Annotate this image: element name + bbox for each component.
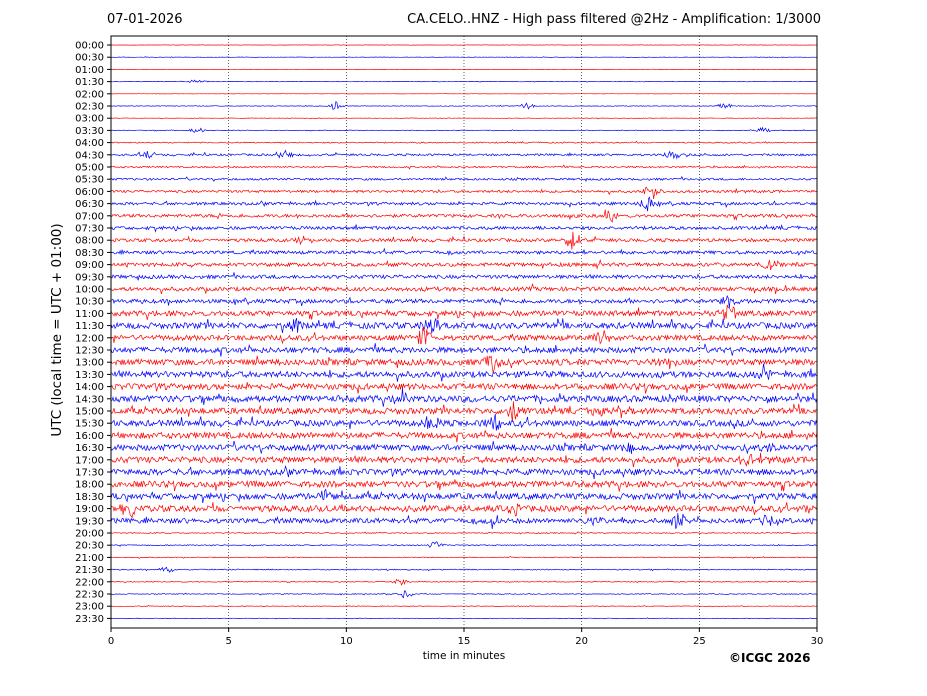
- trace-1200: [110, 326, 818, 345]
- trace-1800: [110, 479, 818, 492]
- y-tick-label: 11:00: [75, 309, 104, 320]
- y-tick-label: 09:00: [75, 260, 104, 271]
- plot-frame: [110, 35, 818, 629]
- y-tick-label: 07:30: [75, 224, 104, 235]
- y-tick-label: 14:00: [75, 382, 104, 393]
- trace-0530: [110, 175, 818, 182]
- y-tick-label: 15:00: [75, 407, 104, 418]
- x-axis-label: time in minutes: [422, 650, 506, 662]
- x-tick-label: 30: [811, 636, 824, 647]
- y-tick-label: 15:30: [75, 419, 104, 430]
- trace-1030: [111, 295, 818, 308]
- y-tick-label: 08:30: [75, 248, 104, 259]
- trace-2000: [110, 531, 818, 535]
- trace-0600: [110, 186, 818, 200]
- y-tick-label: 07:00: [75, 211, 104, 222]
- traces-layer: [110, 44, 818, 620]
- x-tick-label: 15: [458, 636, 471, 647]
- x-tick-label: 20: [575, 636, 588, 647]
- trace-0630: [110, 196, 818, 212]
- y-tick-label: 22:30: [75, 590, 104, 601]
- y-tick-label: 10:00: [75, 285, 104, 296]
- y-tick-label: 01:00: [75, 65, 104, 76]
- y-tick-label: 04:00: [75, 138, 104, 149]
- y-tick-label: 13:00: [75, 358, 104, 369]
- trace-1930: [110, 513, 818, 530]
- x-tick-label: 25: [693, 636, 706, 647]
- trace-0500: [110, 164, 817, 170]
- y-tick-label: 21:00: [75, 553, 104, 564]
- trace-1630: [110, 440, 818, 455]
- y-tick-label: 14:30: [75, 394, 104, 405]
- y-tick-label: 17:00: [75, 455, 104, 466]
- trace-0700: [110, 209, 818, 223]
- y-tick-label: 06:00: [75, 187, 104, 198]
- y-tick-label: 08:00: [75, 236, 104, 247]
- y-tick-label: 19:00: [75, 504, 104, 515]
- y-tick-label: 01:30: [75, 77, 104, 88]
- y-tick-label: 05:30: [75, 175, 104, 186]
- y-tick-label: 11:30: [75, 321, 104, 332]
- y-tick-label: 23:30: [75, 614, 104, 625]
- y-tick-label: 16:00: [75, 431, 104, 442]
- y-tick-label: 13:30: [75, 370, 104, 381]
- trace-1530: [110, 413, 818, 431]
- y-tick-label: 05:00: [75, 163, 104, 174]
- y-tick-label: 04:30: [75, 150, 104, 161]
- trace-2100: [110, 555, 818, 559]
- y-tick-label: 22:00: [75, 577, 104, 588]
- copyright-label: ©ICGC 2026: [729, 651, 811, 665]
- y-tick-label: 00:30: [75, 53, 104, 64]
- y-tick-label: 02:00: [75, 89, 104, 100]
- y-tick-label: 12:00: [75, 333, 104, 344]
- y-tick-label: 00:00: [75, 41, 104, 52]
- y-tick-label: 02:30: [75, 102, 104, 113]
- trace-0400: [110, 140, 818, 144]
- y-tick-label: 09:30: [75, 272, 104, 283]
- trace-0330: [110, 126, 818, 133]
- y-tick-label: 12:30: [75, 346, 104, 357]
- y-tick-label: 20:00: [75, 529, 104, 540]
- y-tick-label: 23:00: [75, 602, 104, 613]
- y-tick-label: 06:30: [75, 199, 104, 210]
- trace-0430: [110, 149, 818, 160]
- y-tick-label: 21:30: [75, 565, 104, 576]
- x-tick-label: 10: [340, 636, 353, 647]
- y-tick-label: 10:30: [75, 297, 104, 308]
- trace-2200: [110, 578, 818, 586]
- trace-0930: [110, 272, 818, 281]
- y-tick-label: 18:30: [75, 492, 104, 503]
- y-tick-label: 19:30: [75, 516, 104, 527]
- y-tick-label: 16:30: [75, 443, 104, 454]
- y-tick-label: 03:00: [75, 114, 104, 125]
- y-tick-label: 03:30: [75, 126, 104, 137]
- trace-1300: [110, 355, 818, 374]
- x-tick-label: 0: [108, 636, 114, 647]
- date-label: 07-01-2026: [107, 12, 183, 27]
- y-tick-label: 20:30: [75, 541, 104, 552]
- trace-1400: [110, 382, 818, 394]
- chart-title: CA.CELO..HNZ - High pass filtered @2Hz -…: [407, 12, 821, 27]
- trace-1130: [110, 317, 818, 334]
- trace-2030: [110, 541, 818, 548]
- x-tick-label: 5: [225, 636, 231, 647]
- grid-layer: [228, 36, 700, 628]
- y-axis-label: UTC (local time = UTC + 01:00): [49, 223, 65, 437]
- y-tick-label: 18:00: [75, 480, 104, 491]
- trace-2130: [110, 566, 817, 573]
- trace-0300: [110, 117, 818, 120]
- y-tick-label: 17:30: [75, 468, 104, 479]
